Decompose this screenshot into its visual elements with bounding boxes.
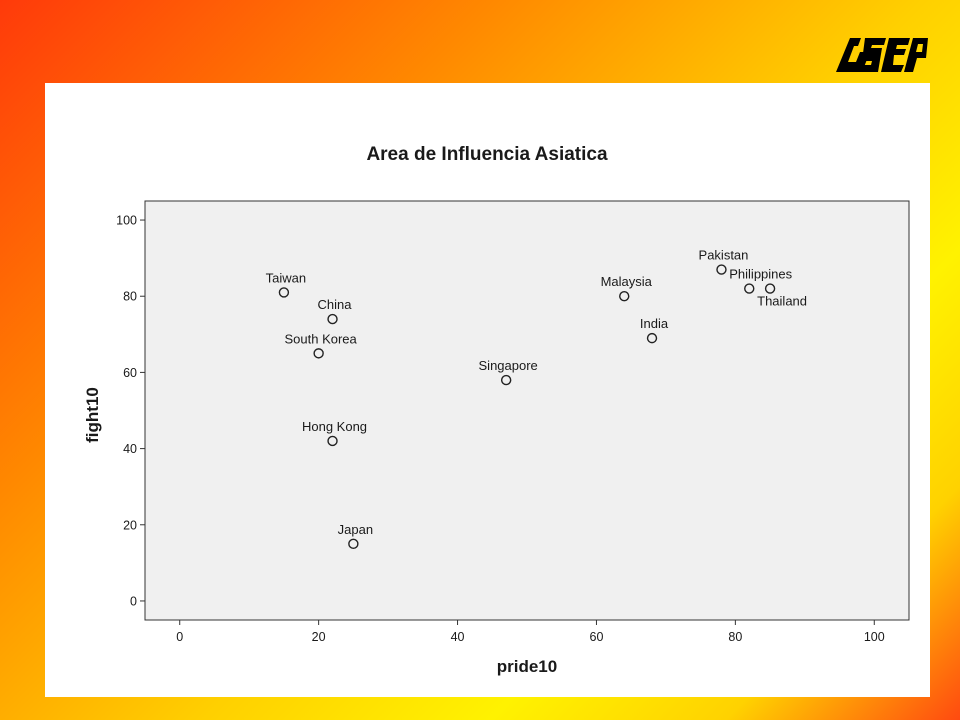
x-axis: 0 20 40 60 80 100 (176, 620, 885, 644)
point-label: Pakistan (699, 248, 749, 263)
point-label: Hong Kong (302, 419, 367, 434)
point-label: Thailand (757, 294, 807, 309)
y-axis-label: fight10 (83, 387, 102, 443)
x-tick-label: 0 (176, 630, 183, 644)
y-tick-label: 80 (123, 290, 137, 304)
data-point (716, 264, 727, 275)
data-point (327, 435, 338, 447)
y-tick-label: 60 (123, 366, 137, 380)
data-point (278, 287, 290, 298)
data-point (500, 374, 512, 386)
chart-panel: Area de Influencia Asiatica 0 20 40 60 80 100… (45, 83, 930, 697)
point-label: South Korea (284, 331, 357, 346)
point-label: Taiwan (266, 270, 306, 285)
data-point (744, 283, 755, 294)
asep-logo (836, 38, 928, 72)
data-point (348, 538, 359, 550)
y-axis: 0 20 40 60 80 100 (116, 214, 145, 608)
y-tick-label: 0 (130, 594, 137, 608)
data-point (313, 348, 324, 359)
x-tick-label: 40 (451, 630, 465, 644)
scatter-chart: Area de Influencia Asiatica 0 20 40 60 80 100… (83, 144, 910, 676)
data-point (327, 313, 338, 325)
data-points: Taiwan China South Korea Hong Kong Japan Sing… (266, 248, 807, 550)
point-label: Philippines (729, 267, 792, 282)
point-label: India (640, 316, 669, 331)
x-tick-label: 80 (728, 630, 742, 644)
point-label: Malaysia (601, 274, 653, 289)
y-tick-label: 40 (123, 442, 137, 456)
data-point (764, 283, 776, 294)
data-point (646, 332, 658, 344)
chart-title: Area de Influencia Asiatica (366, 144, 608, 165)
y-tick-label: 100 (116, 214, 137, 228)
x-axis-label: pride10 (497, 657, 557, 676)
point-label: Japan (338, 522, 373, 537)
point-label: China (318, 297, 353, 312)
x-tick-label: 100 (864, 630, 885, 644)
y-tick-label: 20 (123, 518, 137, 532)
x-tick-label: 60 (590, 630, 604, 644)
plot-area (144, 200, 910, 621)
point-label: Singapore (479, 358, 538, 373)
x-tick-label: 20 (312, 630, 326, 644)
data-point (619, 291, 630, 302)
